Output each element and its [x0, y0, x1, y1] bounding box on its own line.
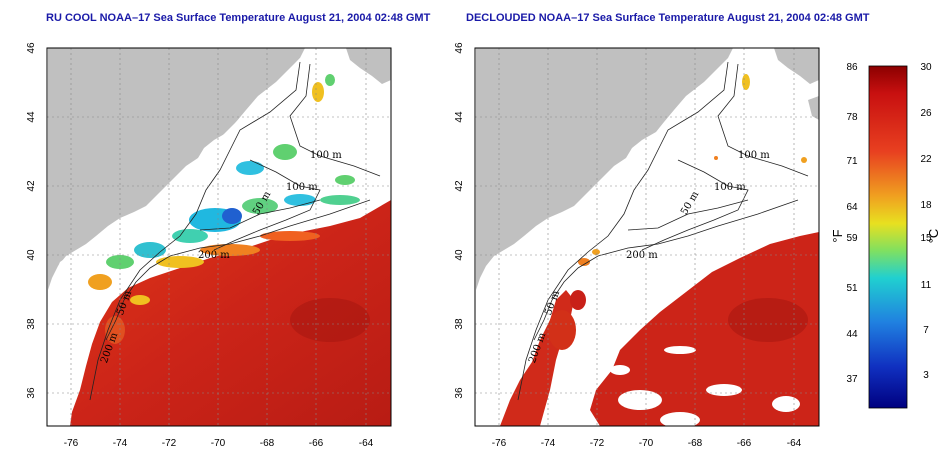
right-lon-tick: -72 — [590, 438, 605, 449]
right-map: 100 m 100 m 50 m 200 m 50 m 200 m -76 -7… — [454, 42, 820, 449]
right-lat-tick: 46 — [454, 42, 465, 54]
left-lat-tick: 42 — [26, 180, 37, 192]
left-land — [48, 48, 305, 290]
f-tick: 71 — [846, 156, 858, 167]
left-map-border — [46, 47, 392, 427]
left-lon-tick: -74 — [113, 438, 128, 449]
right-lat-tick: 40 — [454, 249, 465, 261]
left-y-ticks: 46 44 42 40 38 36 — [26, 42, 37, 399]
left-map-title: RU COOL NOAA–17 Sea Surface Temperature … — [46, 12, 431, 24]
left-lon-tick: -76 — [64, 438, 79, 449]
left-contour-label-100-a: 100 m — [310, 150, 342, 161]
right-y-ticks: 46 44 42 40 38 36 — [454, 42, 465, 399]
c-tick: 3 — [923, 370, 929, 381]
right-land — [476, 48, 733, 290]
left-cool-patches — [88, 74, 370, 344]
left-contour-label-200: 200 m — [198, 250, 230, 261]
left-land-ne — [346, 48, 391, 84]
left-map: 100 m 100 m 50 m 200 m 50 m 200 m -76 -7… — [26, 42, 392, 449]
left-lon-tick: -64 — [359, 438, 374, 449]
f-tick: 44 — [846, 329, 858, 340]
colorbar-c-label: °C — [926, 229, 941, 244]
c-tick: 7 — [923, 325, 929, 336]
right-contour-label-100-a: 100 m — [738, 150, 770, 161]
left-lon-tick: -66 — [309, 438, 324, 449]
colorbar-f-ticks: 86 78 71 64 59 51 44 37 — [846, 62, 858, 385]
c-tick: 18 — [920, 200, 932, 211]
c-tick: 22 — [920, 154, 932, 165]
left-lat-tick: 44 — [26, 111, 37, 123]
left-lat-tick: 40 — [26, 249, 37, 261]
colorbar-gradient — [868, 65, 908, 409]
right-lon-tick: -76 — [492, 438, 507, 449]
left-lat-tick: 38 — [26, 318, 37, 330]
f-tick: 64 — [846, 202, 858, 213]
left-lon-tick: -72 — [162, 438, 177, 449]
right-x-ticks: -76 -74 -72 -70 -68 -66 -64 — [492, 438, 802, 449]
colorbar-c-ticks: 30 26 22 18 15 11 7 3 — [920, 62, 932, 381]
c-tick: 15 — [920, 233, 932, 244]
f-tick: 86 — [846, 62, 858, 73]
c-tick: 11 — [921, 280, 932, 291]
left-cloud-zone — [52, 54, 391, 300]
left-lat-tick: 46 — [26, 42, 37, 54]
right-map-title: DECLOUDED NOAA–17 Sea Surface Temperatur… — [466, 12, 870, 24]
right-lat-tick: 36 — [454, 387, 465, 399]
right-grid — [475, 48, 819, 426]
colorbar: 86 78 71 64 59 51 44 37 30 26 22 18 15 1… — [830, 62, 941, 409]
f-tick: 51 — [846, 283, 858, 294]
c-tick: 26 — [920, 108, 932, 119]
f-tick: 59 — [846, 233, 858, 244]
left-lon-tick: -68 — [260, 438, 275, 449]
left-lat-tick: 36 — [26, 387, 37, 399]
right-map-border — [474, 47, 820, 427]
left-lon-tick: -70 — [211, 438, 226, 449]
c-tick: 30 — [920, 62, 932, 73]
right-contour-label-100-b: 100 m — [714, 182, 746, 193]
right-contours — [517, 61, 809, 401]
left-contours — [89, 61, 381, 401]
right-lat-tick: 38 — [454, 318, 465, 330]
right-lon-tick: -74 — [541, 438, 556, 449]
right-lon-tick: -64 — [787, 438, 802, 449]
right-nova-scotia — [808, 96, 819, 120]
f-tick: 78 — [846, 112, 858, 123]
left-grid — [47, 48, 391, 426]
right-lon-tick: -66 — [737, 438, 752, 449]
right-land-ne — [774, 48, 819, 84]
right-lat-tick: 42 — [454, 180, 465, 192]
left-warm-sea — [70, 200, 391, 426]
right-lat-tick: 44 — [454, 111, 465, 123]
right-contour-label-200: 200 m — [626, 250, 658, 261]
right-lon-tick: -70 — [639, 438, 654, 449]
right-cloud-holes — [610, 346, 800, 428]
left-contour-label-100-b: 100 m — [286, 182, 318, 193]
right-lon-tick: -68 — [688, 438, 703, 449]
f-tick: 37 — [846, 374, 858, 385]
left-x-ticks: -76 -74 -72 -70 -68 -66 -64 — [64, 438, 374, 449]
colorbar-f-label: °F — [830, 229, 845, 242]
